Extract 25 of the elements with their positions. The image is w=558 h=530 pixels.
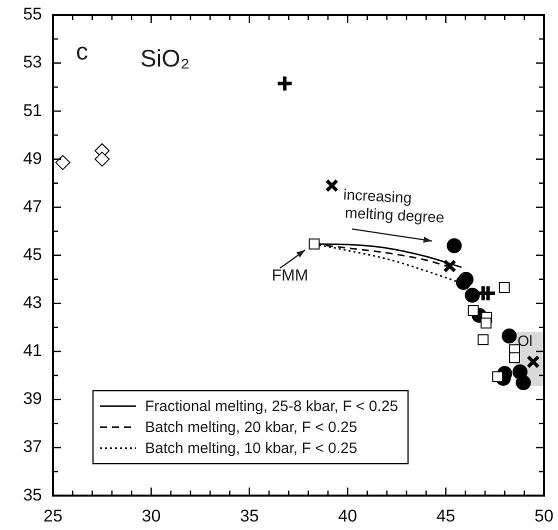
- y-tick-label: 55: [23, 4, 42, 24]
- y-tick-label: 37: [23, 437, 42, 456]
- y-tick-label: 47: [23, 196, 42, 216]
- x-tick-label: 30: [142, 506, 161, 526]
- legend-label: Batch melting, 20 kbar, F < 0.25: [145, 419, 358, 436]
- legend-label: Batch melting, 10 kbar, F < 0.25: [145, 440, 358, 458]
- x-tick-label: 35: [240, 506, 259, 526]
- y-tick-label: 35: [23, 485, 42, 504]
- y-tick-label: 53: [23, 52, 42, 72]
- annotation: increasing melting degree: [342, 186, 445, 227]
- x-tick-label: 25: [44, 506, 62, 526]
- annotation: FMM: [272, 267, 308, 284]
- y-tick-label: 39: [23, 389, 42, 408]
- y-tick-label: 51: [23, 100, 42, 120]
- legend-label: Fractional melting, 25-8 kbar, F < 0.25: [145, 398, 398, 416]
- annotation: Ol: [518, 333, 532, 350]
- y-tick-label: 43: [23, 293, 42, 312]
- y-tick-label: 41: [23, 341, 42, 360]
- annotation: SiO₂: [140, 46, 190, 73]
- y-tick-label: 45: [23, 244, 42, 264]
- y-tick-label: 49: [23, 148, 42, 168]
- x-tick-label: 40: [338, 506, 358, 526]
- x-tick-label: 50: [534, 506, 554, 526]
- annotation: c: [76, 38, 88, 66]
- x-tick-label: 45: [436, 506, 456, 526]
